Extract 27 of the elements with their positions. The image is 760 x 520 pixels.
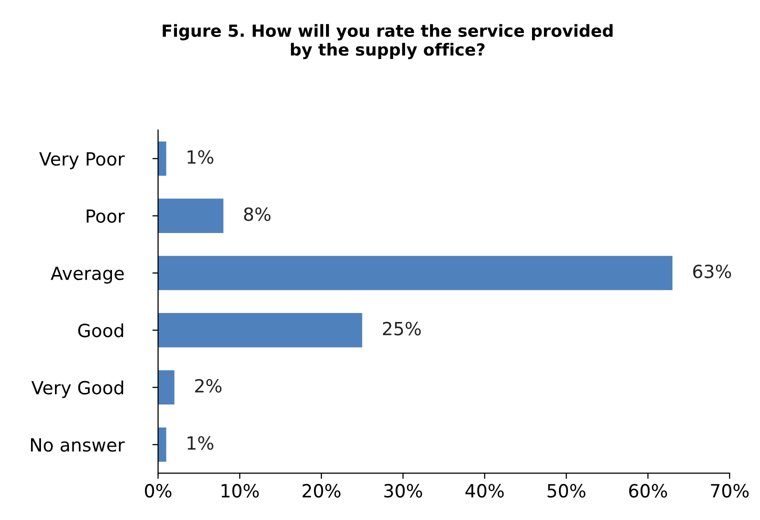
x-tick-label: 0% [144, 484, 172, 498]
x-tick-label: 70% [711, 484, 749, 498]
data-label: 1% [188, 436, 214, 450]
data-label: 2% [195, 378, 222, 393]
y-tick-label: Very Poor [39, 152, 125, 170]
y-tick-label: Poor [86, 209, 125, 223]
bar [158, 370, 174, 405]
data-label: 25% [382, 322, 421, 336]
y-tick-label: Average [50, 266, 124, 284]
y-tick-label: No answer [31, 438, 125, 452]
bar [158, 198, 224, 233]
bar [158, 313, 362, 348]
data-label: 63% [693, 264, 732, 278]
data-label: 8% [244, 207, 270, 222]
x-tick-label: 40% [465, 484, 504, 498]
bar [158, 141, 166, 176]
data-label: 1% [188, 150, 214, 164]
bar [158, 256, 672, 290]
x-tick-label: 30% [384, 484, 422, 498]
y-tick-label: Good [78, 323, 124, 338]
chart-title: Figure 5. How will you rate the service provided by the supply office? [162, 24, 613, 60]
y-tick-label: Very Good [31, 380, 124, 398]
x-tick-label: 60% [629, 484, 668, 498]
x-tick-label: 10% [222, 484, 259, 498]
x-tick-label: 50% [548, 484, 586, 498]
x-tick-label: 20% [302, 484, 340, 498]
bar [158, 427, 166, 462]
